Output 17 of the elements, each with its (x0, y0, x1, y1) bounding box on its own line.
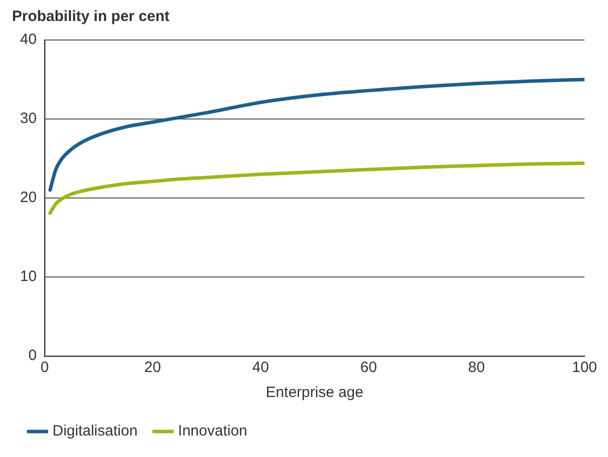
x-tick-label: 40 (252, 359, 269, 376)
x-axis-title: Enterprise age (266, 384, 364, 402)
legend-label: Digitalisation (52, 422, 138, 440)
y-tick-label: 10 (20, 268, 37, 286)
line-series (48, 161, 584, 215)
x-tick-label: 0 (40, 359, 49, 376)
y-tick-label: 0 (28, 347, 37, 364)
line-series (48, 78, 584, 192)
y-tick-label: 40 (20, 31, 37, 48)
x-tick-label: 80 (468, 359, 485, 376)
y-tick-label: 20 (20, 189, 37, 206)
legend-label: Innovation (178, 422, 248, 440)
y-tick-label: 30 (20, 110, 37, 128)
y-axis-title: Probability in per cent (12, 8, 170, 26)
x-tick-label: 100 (572, 359, 597, 376)
x-tick-label: 60 (360, 359, 377, 376)
x-tick-label: 20 (144, 359, 161, 376)
